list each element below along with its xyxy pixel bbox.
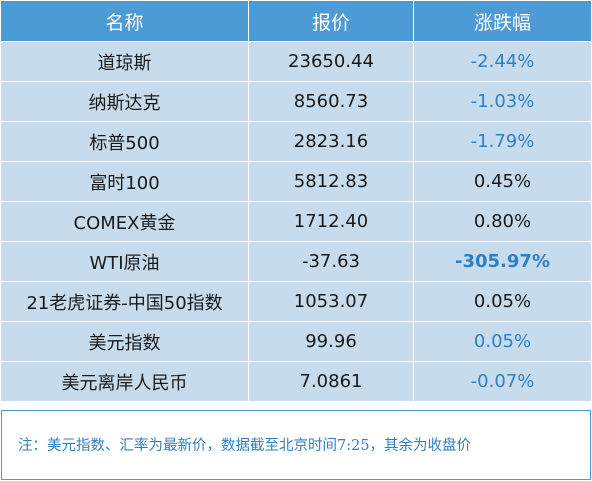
row-name-cell: 21老虎证券-中国50指数 [0, 281, 249, 322]
column-header-change: 涨跌幅 [413, 0, 592, 42]
row-price-cell: 8560.73 [248, 81, 414, 122]
row-price-cell: -37.63 [248, 241, 414, 282]
table-row: COMEX黄金 1712.40 0.80% [0, 201, 592, 242]
row-price-cell: 23650.44 [248, 41, 414, 82]
row-name-cell: 富时100 [0, 161, 249, 202]
market-quotes-table: 名称 报价 涨跌幅 道琼斯 23650.44 -2.44% 纳斯达克 8560.… [0, 0, 592, 402]
column-header-price: 报价 [248, 0, 414, 42]
row-price-cell: 1053.07 [248, 281, 414, 322]
row-name-cell: 美元指数 [0, 321, 249, 362]
table-row: 道琼斯 23650.44 -2.44% [0, 41, 592, 82]
row-name-cell: COMEX黄金 [0, 201, 249, 242]
table-row: 美元离岸人民币 7.0861 -0.07% [0, 361, 592, 402]
row-price-cell: 7.0861 [248, 361, 414, 402]
row-change-cell: -1.79% [413, 121, 592, 162]
table-row: 美元指数 99.96 0.05% [0, 321, 592, 362]
row-change-cell: 0.80% [413, 201, 592, 242]
row-change-cell: -1.03% [413, 81, 592, 122]
table-row: 标普500 2823.16 -1.79% [0, 121, 592, 162]
row-change-cell: 0.05% [413, 321, 592, 362]
row-change-cell: 0.05% [413, 281, 592, 322]
row-price-cell: 1712.40 [248, 201, 414, 242]
row-change-cell: 0.45% [413, 161, 592, 202]
row-name-cell: 美元离岸人民币 [0, 361, 249, 402]
row-change-cell: -2.44% [413, 41, 592, 82]
table-row: WTI原油 -37.63 -305.97% [0, 241, 592, 282]
table-row: 富时100 5812.83 0.45% [0, 161, 592, 202]
row-price-cell: 5812.83 [248, 161, 414, 202]
row-change-cell: -305.97% [413, 241, 592, 282]
footnote: 注：美元指数、汇率为最新价，数据截至北京时间7:25，其余为收盘价 [1, 410, 591, 480]
row-change-cell: -0.07% [413, 361, 592, 402]
table-row: 21老虎证券-中国50指数 1053.07 0.05% [0, 281, 592, 322]
row-name-cell: 标普500 [0, 121, 249, 162]
row-price-cell: 99.96 [248, 321, 414, 362]
table-header-row: 名称 报价 涨跌幅 [0, 0, 592, 42]
row-name-cell: 道琼斯 [0, 41, 249, 82]
table-row: 纳斯达克 8560.73 -1.03% [0, 81, 592, 122]
row-name-cell: 纳斯达克 [0, 81, 249, 122]
column-header-name: 名称 [0, 0, 249, 42]
row-name-cell: WTI原油 [0, 241, 249, 282]
row-price-cell: 2823.16 [248, 121, 414, 162]
